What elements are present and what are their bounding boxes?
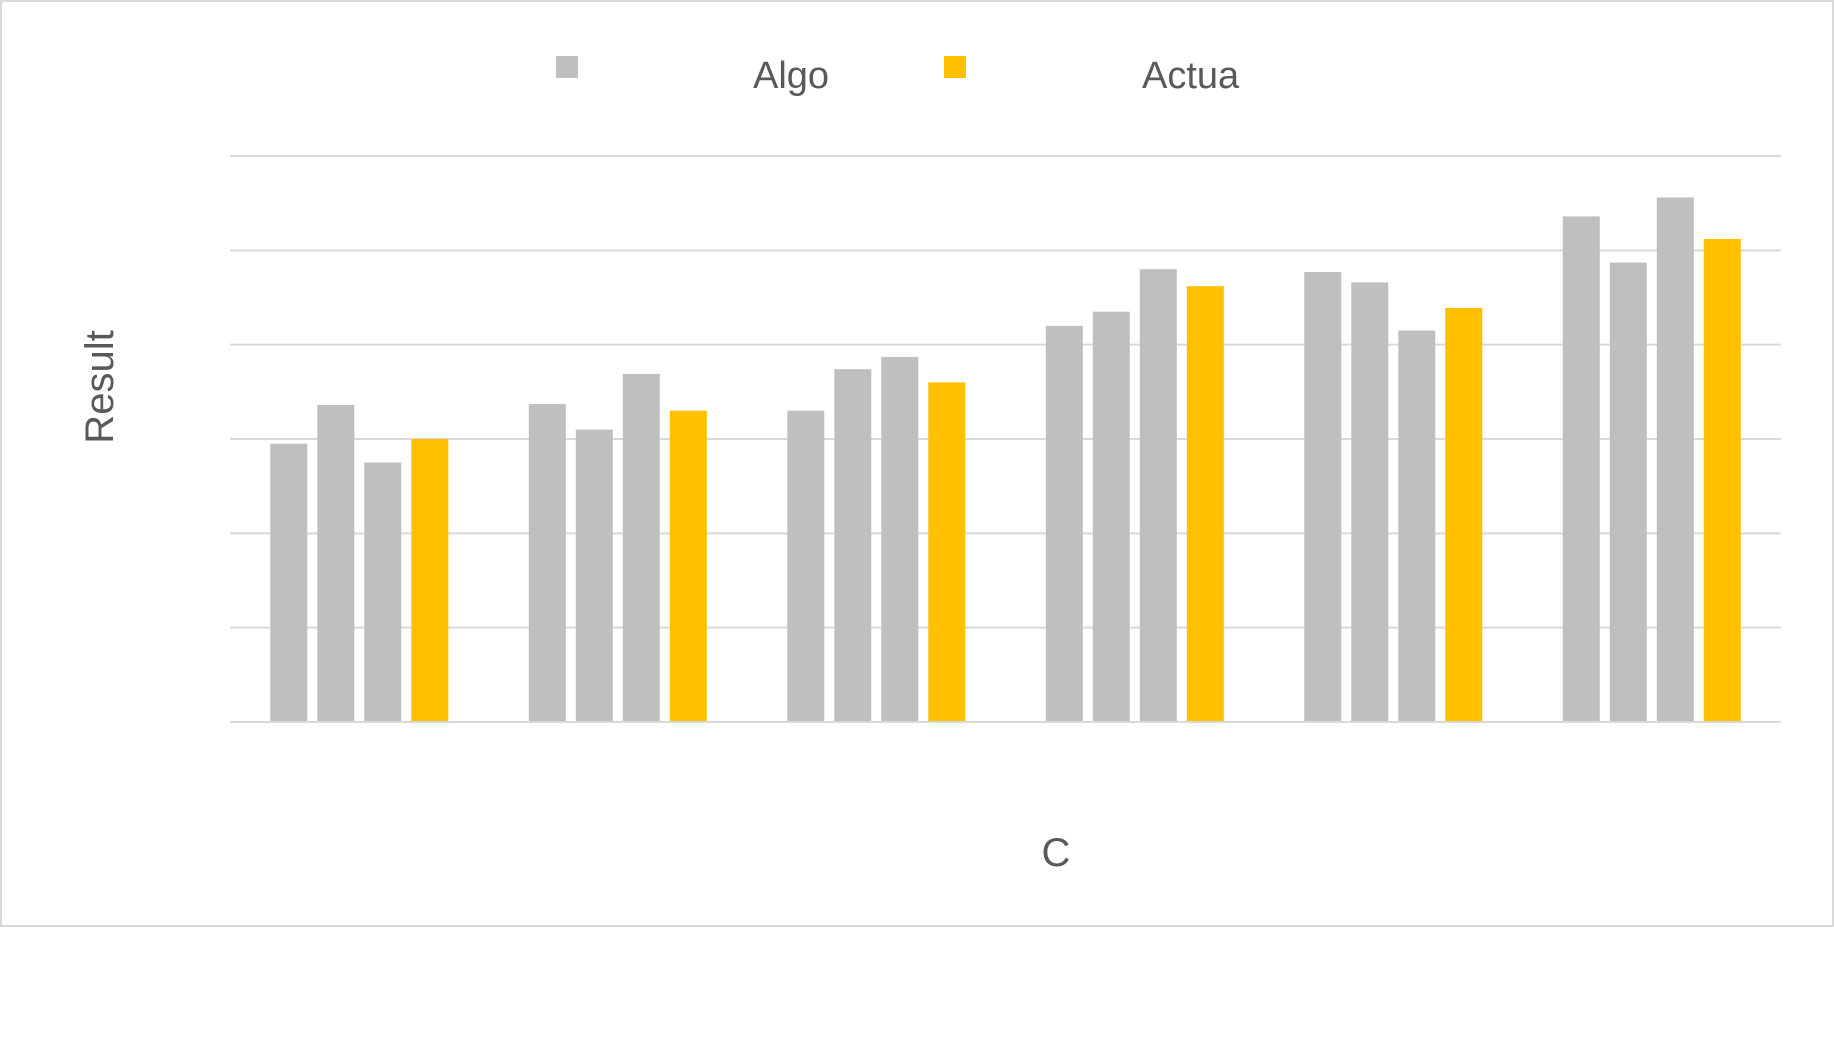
- bar-group-4-series-3: [1139, 269, 1177, 722]
- bar-group-2-series-4: [669, 410, 707, 722]
- bar-group-3-series-1: [787, 410, 825, 722]
- legend-label-actua: Actua: [1142, 55, 1240, 97]
- bar-group-2-series-1: [528, 404, 566, 722]
- bar-group-4-series-4: [1186, 286, 1224, 722]
- bar-group-3-series-2: [834, 369, 872, 722]
- bar-group-1-series-1: [270, 443, 308, 722]
- bar-group-5-series-2: [1351, 282, 1389, 722]
- bar-group-6-series-2: [1609, 262, 1647, 722]
- y-axis-title: Result: [78, 330, 122, 443]
- bar-group-6-series-4: [1703, 239, 1741, 722]
- bar-group-2-series-2: [575, 429, 613, 722]
- bar-group-2-series-3: [622, 373, 660, 722]
- bar-group-5-series-4: [1445, 307, 1483, 722]
- bar-group-6-series-1: [1562, 216, 1600, 722]
- legend-label-algo: Algo: [753, 55, 829, 97]
- bar-group-5-series-1: [1304, 272, 1342, 722]
- bar-group-6-series-3: [1656, 197, 1694, 722]
- legend-swatch-algo: [556, 56, 578, 78]
- bars: [270, 197, 1741, 722]
- bar-group-4-series-2: [1092, 311, 1130, 722]
- legend: Algo Actua: [556, 55, 1240, 97]
- bar-group-1-series-3: [364, 462, 402, 722]
- bar-group-3-series-4: [928, 382, 966, 722]
- gridlines: [230, 155, 1781, 629]
- bar-group-4-series-1: [1045, 325, 1083, 722]
- bar-group-1-series-2: [317, 405, 355, 722]
- bar-group-3-series-3: [881, 356, 919, 722]
- bar-group-5-series-3: [1398, 330, 1436, 722]
- x-axis-title: C: [1042, 831, 1071, 875]
- bar-group-1-series-4: [411, 439, 449, 722]
- legend-swatch-actua: [944, 56, 966, 78]
